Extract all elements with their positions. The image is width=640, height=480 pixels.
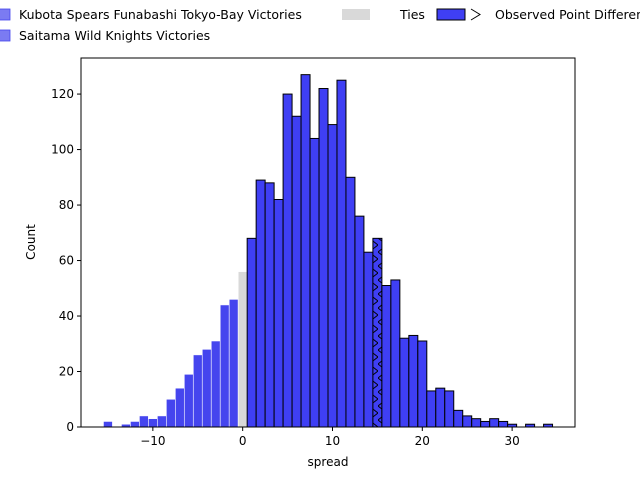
y-tick-label: 80 bbox=[59, 198, 74, 212]
kubota-bar bbox=[148, 418, 158, 428]
y-axis-label: Count bbox=[24, 224, 38, 260]
legend-swatch bbox=[0, 29, 11, 42]
kubota-bar bbox=[210, 340, 221, 428]
saitama-bar bbox=[453, 409, 464, 428]
legend-label: Observed Point Differential bbox=[495, 7, 640, 22]
kubota-bar bbox=[103, 421, 113, 428]
kubota-bar bbox=[192, 354, 203, 428]
ties-bar bbox=[237, 271, 248, 428]
saitama-bar bbox=[390, 279, 401, 428]
x-tick-label: 0 bbox=[239, 434, 247, 448]
kubota-bar bbox=[157, 415, 167, 428]
kubota-bar bbox=[166, 398, 176, 428]
saitama-bar bbox=[246, 237, 257, 428]
saitama-bar bbox=[462, 415, 473, 428]
saitama-bar bbox=[318, 88, 329, 428]
legend-swatch bbox=[342, 9, 370, 20]
x-tick-label: 30 bbox=[504, 434, 519, 448]
legend-item: Observed Point Differential bbox=[436, 7, 640, 22]
saitama-bar bbox=[426, 390, 437, 428]
saitama-bar bbox=[471, 418, 482, 428]
kubota-bar bbox=[228, 299, 239, 428]
x-axis-label: spread bbox=[308, 455, 349, 469]
plot-frame bbox=[80, 57, 576, 428]
saitama-bar bbox=[327, 124, 338, 428]
saitama-bar bbox=[255, 179, 266, 428]
legend-swatch bbox=[436, 8, 466, 21]
legend-item: Ties bbox=[342, 7, 425, 22]
bars-layer bbox=[103, 74, 554, 428]
saitama-bar bbox=[489, 418, 500, 428]
legend-label: Ties bbox=[399, 7, 425, 22]
x-tick-label: 20 bbox=[415, 434, 430, 448]
saitama-bar bbox=[282, 93, 293, 428]
saitama-bar bbox=[345, 176, 356, 428]
saitama-bar bbox=[354, 215, 365, 428]
legend: Kubota Spears Funabashi Tokyo-Bay Victor… bbox=[0, 7, 640, 43]
legend-label: Saitama Wild Knights Victories bbox=[19, 28, 210, 43]
saitama-bar bbox=[480, 420, 491, 428]
kubota-bar bbox=[139, 415, 149, 428]
saitama-bar bbox=[444, 390, 455, 428]
kubota-bar bbox=[219, 304, 230, 428]
kubota-bar bbox=[201, 349, 212, 428]
y-tick-label: 40 bbox=[59, 309, 74, 323]
saitama-bar bbox=[399, 337, 410, 428]
saitama-bar bbox=[498, 420, 509, 428]
legend-item: Saitama Wild Knights Victories bbox=[0, 28, 210, 43]
legend-item: Kubota Spears Funabashi Tokyo-Bay Victor… bbox=[0, 7, 302, 22]
saitama-bar bbox=[336, 79, 347, 428]
y-tick-label: 60 bbox=[59, 254, 74, 268]
kubota-bar bbox=[130, 421, 140, 428]
saitama-bar bbox=[309, 137, 320, 428]
saitama-bar bbox=[417, 340, 428, 428]
y-tick-label: 20 bbox=[59, 365, 74, 379]
saitama-bar bbox=[381, 285, 392, 428]
legend-label: Kubota Spears Funabashi Tokyo-Bay Victor… bbox=[19, 7, 302, 22]
saitama-bar bbox=[435, 387, 446, 428]
y-tick-label: 100 bbox=[51, 143, 74, 157]
saitama-bar bbox=[273, 198, 284, 428]
saitama-bar bbox=[291, 115, 302, 428]
saitama-bar bbox=[264, 182, 275, 428]
saitama-bar bbox=[363, 251, 374, 428]
x-tick-label: 10 bbox=[325, 434, 340, 448]
x-tick-label: −10 bbox=[140, 434, 165, 448]
y-tick-label: 0 bbox=[66, 420, 74, 434]
observed-bar-hatch bbox=[372, 238, 382, 427]
saitama-bar bbox=[408, 334, 419, 428]
kubota-bar bbox=[175, 387, 185, 428]
legend-hatch bbox=[470, 8, 481, 21]
y-tick-label: 120 bbox=[51, 87, 74, 101]
y-axis: 0 20 40 60 80 100 120 bbox=[51, 87, 81, 434]
legend-swatch bbox=[0, 8, 11, 21]
kubota-bar bbox=[183, 373, 194, 428]
x-axis: −10 0 10 20 30 bbox=[140, 427, 520, 448]
saitama-bar bbox=[300, 74, 311, 428]
